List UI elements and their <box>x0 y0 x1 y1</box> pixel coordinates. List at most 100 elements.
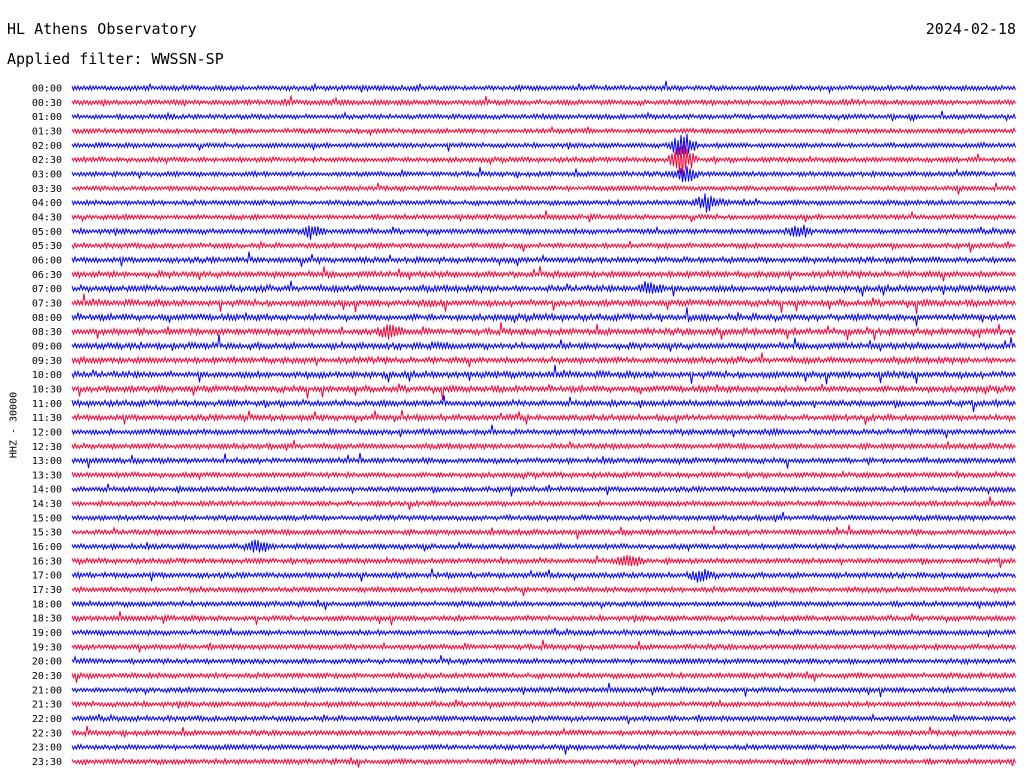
trace-0300 <box>71 166 1016 183</box>
trace-0100 <box>71 110 1016 123</box>
row-label-0300: 03:00 <box>32 169 62 180</box>
row-label-0600: 06:00 <box>32 255 62 266</box>
row-label-0130: 01:30 <box>32 126 62 137</box>
row-label-1000: 10:00 <box>32 370 62 381</box>
row-label-1330: 13:30 <box>32 470 62 481</box>
row-label-0530: 05:30 <box>32 241 62 252</box>
row-label-2330: 23:30 <box>32 757 62 768</box>
row-label-1400: 14:00 <box>32 485 62 496</box>
row-label-1530: 15:30 <box>32 528 62 539</box>
row-label-1130: 11:30 <box>32 413 62 424</box>
row-label-2100: 21:00 <box>32 685 62 696</box>
row-label-1900: 19:00 <box>32 628 62 639</box>
trace-2230 <box>71 725 1016 738</box>
trace-1030 <box>71 383 1016 401</box>
row-label-2230: 22:30 <box>32 728 62 739</box>
row-label-1830: 18:30 <box>32 614 62 625</box>
row-label-1300: 13:00 <box>32 456 62 467</box>
trace-2330 <box>71 757 1016 768</box>
row-label-0230: 02:30 <box>32 155 62 166</box>
row-label-1430: 14:30 <box>32 499 62 510</box>
row-label-1230: 12:30 <box>32 442 62 453</box>
row-label-2030: 20:30 <box>32 671 62 682</box>
row-label-2130: 21:30 <box>32 700 62 711</box>
date-label: 2024-02-18 <box>925 20 1016 38</box>
row-label-0400: 04:00 <box>32 198 62 209</box>
trace-0600 <box>71 251 1016 267</box>
row-label-0100: 01:00 <box>32 112 62 123</box>
trace-0400 <box>71 193 1016 213</box>
trace-0030 <box>71 95 1016 108</box>
row-label-0200: 02:00 <box>32 141 62 152</box>
row-label-1730: 17:30 <box>32 585 62 596</box>
trace-0900 <box>71 334 1016 352</box>
trace-0530 <box>71 239 1016 253</box>
row-label-0800: 08:00 <box>32 313 62 324</box>
trace-0500 <box>71 224 1016 240</box>
trace-1630 <box>71 554 1016 569</box>
row-label-0630: 06:30 <box>32 270 62 281</box>
row-label-0830: 08:30 <box>32 327 62 338</box>
trace-2030 <box>71 671 1016 683</box>
trace-1800 <box>71 599 1016 610</box>
trace-0430 <box>71 210 1016 223</box>
row-label-1500: 15:00 <box>32 513 62 524</box>
trace-2100 <box>71 682 1016 698</box>
trace-1000 <box>71 364 1016 385</box>
trace-1530 <box>71 524 1016 540</box>
trace-0200 <box>71 133 1016 155</box>
trace-1900 <box>71 626 1016 639</box>
trace-0130 <box>71 125 1016 137</box>
trace-1330 <box>71 469 1016 481</box>
seismic-traces <box>71 80 1016 768</box>
row-label-1100: 11:00 <box>32 399 62 410</box>
trace-1830 <box>71 611 1016 626</box>
trace-1700 <box>71 568 1016 583</box>
row-label-2300: 23:00 <box>32 743 62 754</box>
trace-0630 <box>71 265 1016 282</box>
row-label-0330: 03:30 <box>32 184 62 195</box>
filter-label: Applied filter: WWSSN-SP <box>7 50 224 68</box>
row-label-0000: 00:00 <box>32 84 62 95</box>
trace-0330 <box>71 182 1016 195</box>
row-label-0900: 09:00 <box>32 341 62 352</box>
trace-2000 <box>71 654 1016 666</box>
trace-0700 <box>71 280 1016 297</box>
row-label-1030: 10:30 <box>32 384 62 395</box>
trace-0230 <box>71 143 1016 178</box>
row-label-2000: 20:00 <box>32 657 62 668</box>
trace-0730 <box>71 293 1016 315</box>
row-label-1700: 17:00 <box>32 571 62 582</box>
trace-1230 <box>71 439 1016 451</box>
trace-1130 <box>71 410 1016 425</box>
trace-1200 <box>71 424 1016 439</box>
row-label-0500: 05:00 <box>32 227 62 238</box>
row-label-1630: 16:30 <box>32 556 62 567</box>
trace-1930 <box>71 639 1016 653</box>
row-label-1200: 12:00 <box>32 427 62 438</box>
trace-1430 <box>71 496 1016 510</box>
row-label-0730: 07:30 <box>32 298 62 309</box>
row-label-1600: 16:00 <box>32 542 62 553</box>
row-label-2200: 22:00 <box>32 714 62 725</box>
trace-1500 <box>71 511 1016 523</box>
row-label-0700: 07:00 <box>32 284 62 295</box>
row-labels: 00:00 00:30 01:00 01:30 02:00 02:30 03:00 03:30… <box>32 84 62 769</box>
trace-1400 <box>71 483 1016 497</box>
trace-1600 <box>71 539 1016 553</box>
trace-2130 <box>71 698 1016 710</box>
trace-2200 <box>71 712 1016 725</box>
trace-0930 <box>71 352 1016 368</box>
trace-2300 <box>71 742 1016 755</box>
row-label-0930: 09:30 <box>32 356 62 367</box>
row-label-1930: 19:30 <box>32 642 62 653</box>
row-label-0030: 00:30 <box>32 98 62 109</box>
trace-0830 <box>71 322 1016 341</box>
trace-1300 <box>71 452 1016 469</box>
station-title: HL Athens Observatory <box>7 20 197 38</box>
trace-0800 <box>71 307 1016 327</box>
row-label-1800: 18:00 <box>32 599 62 610</box>
trace-0000 <box>71 80 1016 95</box>
trace-1730 <box>71 585 1016 597</box>
